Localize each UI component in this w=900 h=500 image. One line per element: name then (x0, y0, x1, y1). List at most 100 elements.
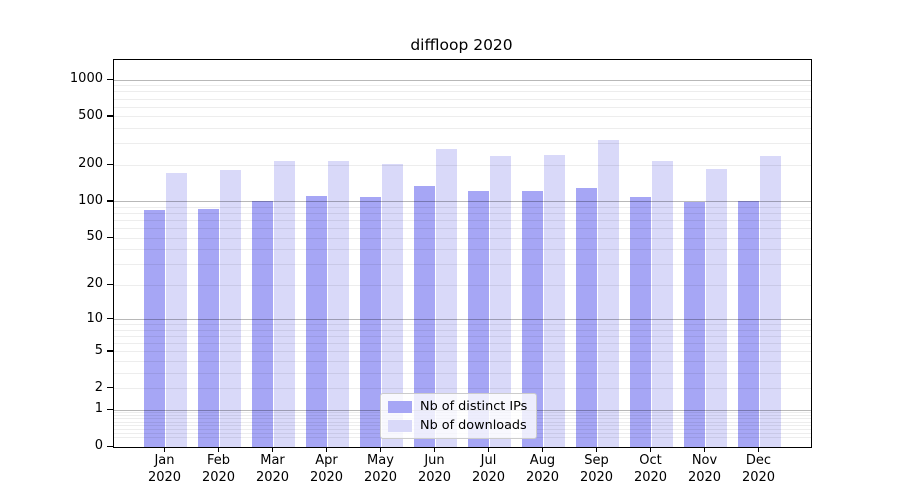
legend-label-distinct-ips: Nb of distinct IPs (420, 399, 528, 414)
gridline-y-1000 (114, 79, 811, 81)
y-tick-label-10: 10 (86, 310, 103, 326)
x-tick-label-may: May 2020 (363, 453, 398, 485)
bar-distinct-ips-nov (683, 201, 706, 447)
y-tick-label-200: 200 (78, 156, 103, 172)
gridline-y-500 (114, 116, 811, 118)
legend-swatch-distinct-ips-icon (388, 400, 412, 413)
bar-downloads-jan (165, 173, 188, 447)
gridline-y-800 (114, 91, 811, 93)
bar-distinct-ips-dec (737, 201, 760, 447)
plot-area: Nb of distinct IPs Nb of downloads (113, 59, 812, 448)
bar-distinct-ips-may (359, 196, 382, 447)
x-tick-label-jun: Jun 2020 (417, 453, 452, 485)
y-tick-0 (107, 445, 113, 447)
bar-distinct-ips-oct (629, 197, 652, 447)
bar-downloads-dec (759, 155, 782, 447)
gridline-y-6 (114, 343, 811, 345)
gridline-y-9 (114, 324, 811, 326)
y-tick-label-2: 2 (94, 379, 103, 395)
y-tick-label-1: 1 (94, 401, 103, 417)
x-tick-label-nov: Nov 2020 (687, 453, 722, 485)
x-tick-label-dec: Dec 2020 (741, 453, 776, 485)
bar-downloads-feb (219, 169, 242, 447)
gridline-y-5 (114, 351, 811, 353)
bar-downloads-jul (489, 155, 512, 447)
gridline-y-8 (114, 329, 811, 331)
y-tick-label-500: 500 (78, 107, 103, 123)
x-tick-mar (272, 447, 274, 452)
bar-downloads-nov (705, 168, 728, 447)
y-tick-label-0: 0 (94, 438, 103, 453)
y-tick-label-1000: 1000 (69, 71, 103, 86)
bar-distinct-ips-feb (197, 209, 220, 447)
gridline-y-90 (114, 206, 811, 208)
gridline-y-600 (114, 106, 811, 108)
x-tick-apr (326, 447, 328, 452)
x-tick-aug (542, 447, 544, 452)
y-tick-500 (107, 115, 113, 117)
bar-downloads-jun (435, 149, 458, 447)
gridline-y-4 (114, 361, 811, 362)
gridline-y-80 (114, 213, 811, 215)
gridline-y-30 (114, 264, 811, 266)
y-tick-100 (107, 200, 113, 202)
chart-title: diffloop 2020 (410, 36, 513, 54)
gridline-y-300 (114, 143, 811, 145)
y-tick-label-50: 50 (86, 229, 103, 245)
gridline-y-900 (114, 85, 811, 87)
x-tick-label-apr: Apr 2020 (309, 453, 344, 485)
y-tick-5 (107, 350, 113, 352)
bar-distinct-ips-sep (575, 188, 598, 447)
gridline-y-40 (114, 249, 811, 251)
bar-downloads-oct (651, 161, 674, 447)
bar-distinct-ips-mar (251, 200, 274, 447)
y-tick-10 (107, 318, 113, 320)
y-tick-label-5: 5 (94, 342, 103, 358)
x-tick-nov (704, 447, 706, 452)
bar-downloads-sep (597, 140, 620, 447)
bar-distinct-ips-jul (467, 191, 490, 447)
bar-downloads-apr (327, 160, 350, 447)
legend-swatch-downloads-icon (388, 419, 412, 432)
y-tick-50 (107, 236, 113, 239)
x-tick-oct (650, 447, 652, 452)
y-tick-1 (107, 408, 113, 411)
legend-entry-downloads: Nb of downloads (388, 418, 527, 433)
gridline-y-700 (114, 98, 811, 100)
x-tick-label-jan: Jan 2020 (147, 453, 182, 485)
x-tick-label-feb: Feb 2020 (201, 453, 236, 485)
gridline-y-70 (114, 220, 811, 222)
x-tick-sep (596, 447, 598, 452)
y-tick-label-20: 20 (86, 276, 103, 292)
y-tick-2 (107, 387, 113, 389)
bar-distinct-ips-apr (305, 195, 328, 447)
bar-downloads-may (381, 164, 404, 447)
x-tick-jan (164, 447, 166, 452)
x-tick-may (380, 447, 382, 452)
x-tick-label-aug: Aug 2020 (525, 453, 560, 485)
x-tick-label-sep: Sep 2020 (579, 453, 614, 485)
y-tick-1000 (107, 78, 113, 80)
x-tick-label-oct: Oct 2020 (633, 453, 668, 485)
bar-distinct-ips-jan (143, 209, 166, 447)
gridline-y-2 (114, 388, 811, 390)
y-tick-label-100: 100 (78, 192, 103, 208)
x-tick-label-mar: Mar 2020 (255, 453, 290, 485)
gridline-y-100 (114, 201, 811, 203)
x-tick-dec (758, 447, 760, 452)
gridline-y-7 (114, 336, 811, 338)
gridline-y-10 (114, 319, 811, 321)
gridline-y-3 (114, 372, 811, 374)
gridline-y-50 (114, 237, 811, 239)
legend-label-downloads: Nb of downloads (420, 418, 527, 433)
y-tick-200 (107, 163, 113, 166)
bar-downloads-aug (543, 154, 566, 447)
bar-distinct-ips-aug (521, 191, 544, 447)
gridline-y-60 (114, 228, 811, 230)
gridline-y-20 (114, 284, 811, 286)
gridline-y-400 (114, 128, 811, 130)
x-tick-jul (488, 447, 490, 452)
legend-entry-distinct-ips: Nb of distinct IPs (388, 399, 527, 414)
x-tick-label-jul: Jul 2020 (471, 453, 506, 485)
